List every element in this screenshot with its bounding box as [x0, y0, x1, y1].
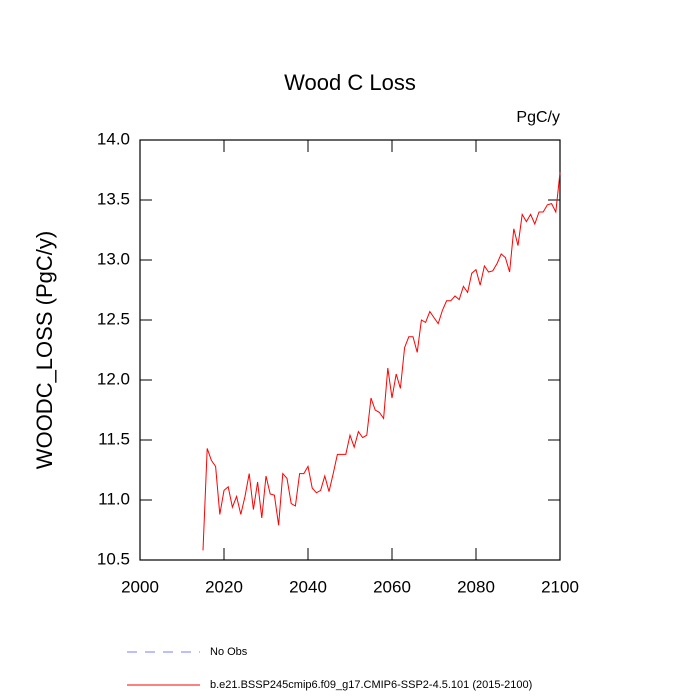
y-tick-label: 13.5	[97, 189, 130, 208]
x-tick-label: 2100	[541, 577, 579, 596]
y-tick-label: 10.5	[97, 549, 130, 568]
y-tick-label: 12.0	[97, 369, 130, 388]
y-axis-label: WOODC_LOSS (PgC/y)	[32, 231, 57, 469]
y-tick-label: 11.0	[98, 489, 130, 508]
y-tick-label: 13.0	[97, 249, 130, 268]
legend-label: b.e21.BSSP245cmip6.f09_g17.CMIP6-SSP2-4.…	[210, 679, 532, 691]
x-tick-label: 2080	[457, 577, 495, 596]
data-line	[202, 172, 561, 551]
x-tick-label: 2000	[121, 577, 159, 596]
legend-label: No Obs	[210, 646, 248, 658]
y-tick-label: 12.5	[97, 309, 130, 328]
y-tick-label: 11.5	[98, 429, 130, 448]
plot-frame	[139, 139, 561, 561]
chart-title: Wood C Loss	[284, 70, 416, 95]
y-tick-label: 14.0	[97, 129, 130, 148]
x-tick-label: 2020	[205, 577, 243, 596]
x-tick-label: 2040	[289, 577, 327, 596]
units-label: PgC/y	[516, 109, 560, 126]
x-tick-label: 2060	[373, 577, 411, 596]
